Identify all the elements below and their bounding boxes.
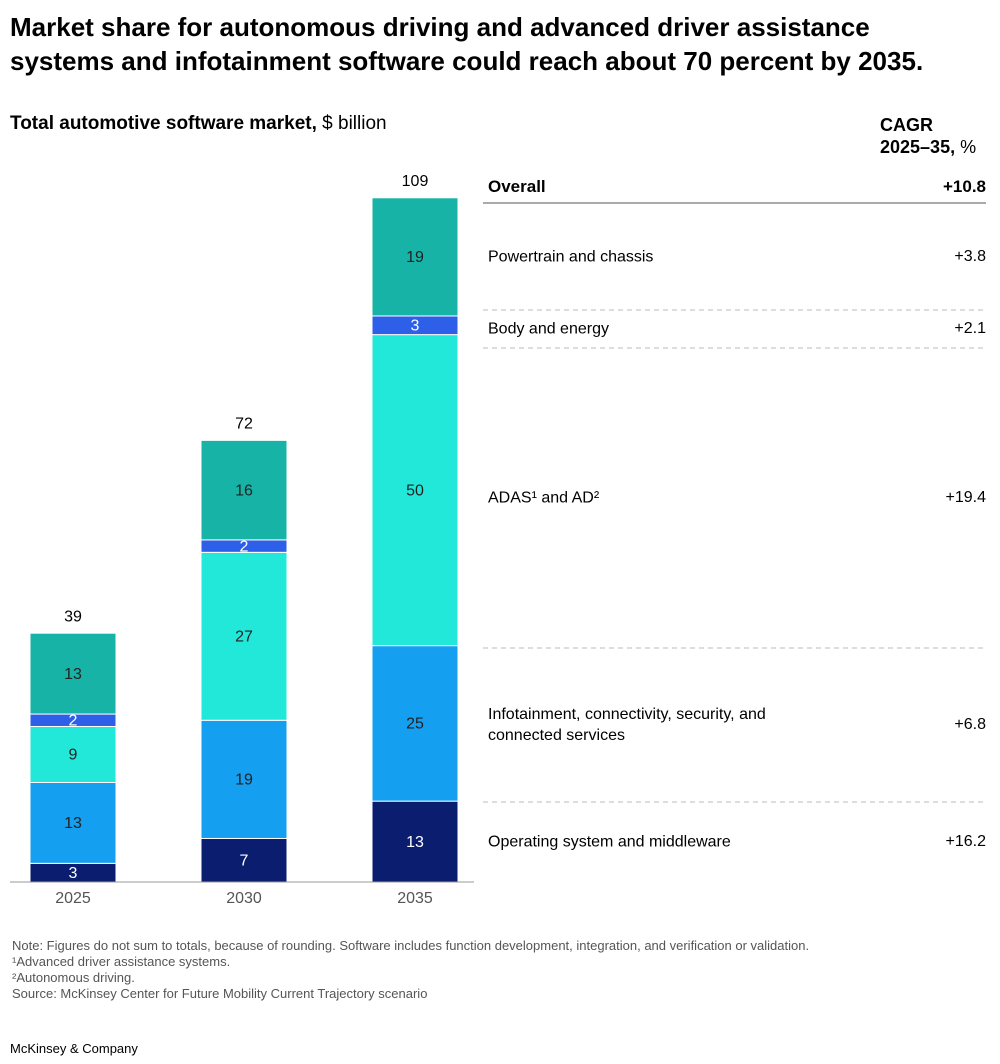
row-label: ADAS¹ and AD²: [488, 489, 600, 507]
cagr-title: CAGR: [880, 115, 933, 135]
subtitle-text: Total automotive software market,: [10, 113, 317, 134]
subtitle: Total automotive software market, $ bill…: [10, 113, 387, 135]
segment-label: 9: [69, 747, 78, 764]
source: Source: McKinsey Center for Future Mobil…: [12, 986, 428, 1001]
notes: Note: Figures do not sum to totals, beca…: [12, 938, 809, 1002]
x-tick-label: 2025: [55, 890, 91, 907]
row-label: Body and energy: [488, 320, 609, 338]
segment-label: 19: [406, 249, 424, 266]
segment-label: 3: [69, 865, 78, 882]
bar-segment: [371, 197, 459, 317]
total-label: 39: [64, 608, 82, 625]
overall-label: Overall: [488, 177, 546, 196]
bar-segment: [200, 439, 288, 541]
segment-label: 2: [240, 538, 249, 555]
segment-label: 19: [235, 772, 253, 789]
x-tick-label: 2030: [226, 890, 262, 907]
total-label: 72: [235, 416, 253, 433]
row-label: Infotainment, connectivity, security, an…: [488, 706, 766, 744]
note: Note: Figures do not sum to totals, beca…: [12, 938, 810, 953]
row-label: Powertrain and chassis: [488, 248, 654, 265]
row-value: +2.1: [954, 320, 986, 337]
segment-label: 27: [235, 629, 253, 646]
segment-label: 13: [406, 834, 424, 851]
row-value: +19.4: [945, 489, 986, 506]
footnote: ²Autonomous driving.: [12, 970, 135, 985]
overall-value: +10.8: [942, 177, 986, 196]
segment-label: 50: [406, 482, 424, 499]
cagr-unit: %: [960, 137, 977, 157]
row-value: +3.8: [954, 247, 986, 265]
bar-segment: [200, 551, 288, 721]
row-label: Operating system and middleware: [488, 833, 731, 851]
segment-label: 13: [64, 666, 82, 683]
bar-segment: [371, 800, 459, 883]
segment-label: 13: [64, 815, 82, 832]
cagr-title: 2025–35,: [880, 137, 956, 157]
row-value: +6.8: [954, 716, 986, 733]
unit: $ billion: [322, 113, 387, 134]
row-value: +16.2: [945, 833, 986, 850]
bar-segment: [371, 645, 459, 802]
chart-title: Market share for autonomous driving and …: [10, 12, 924, 76]
bar-segment: [371, 334, 459, 647]
segment-label: 2: [69, 712, 78, 729]
segment-label: 7: [240, 852, 249, 869]
segment-label: 25: [406, 716, 424, 733]
brand: McKinsey & Company: [10, 1041, 138, 1056]
segment-label: 16: [235, 482, 253, 499]
bar-segment: [29, 632, 117, 715]
x-tick-label: 2035: [397, 890, 433, 907]
total-label: 109: [402, 173, 429, 190]
segment-label: 3: [411, 318, 420, 335]
cagr-header: CAGR 2025–35, %: [880, 114, 976, 158]
footnote: ¹Advanced driver assistance systems.: [12, 954, 231, 969]
